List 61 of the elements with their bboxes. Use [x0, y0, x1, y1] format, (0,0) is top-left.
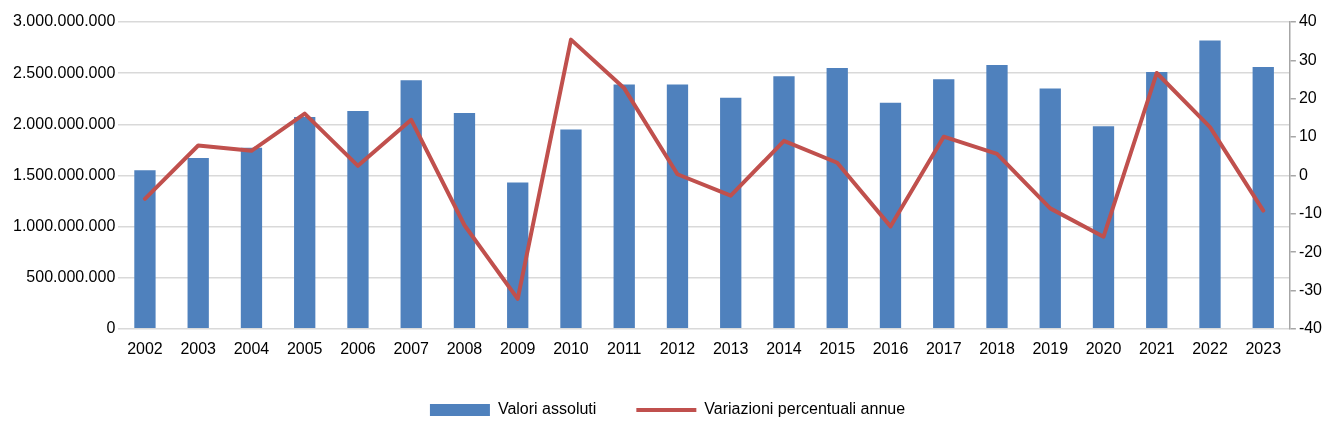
y-tick-label: 2.500.000.000: [12, 63, 116, 81]
bar: [187, 158, 209, 329]
bar: [879, 102, 902, 329]
x-tick-label: 2017: [925, 339, 962, 357]
y2-tick-label: 0: [1298, 165, 1308, 183]
bar: [720, 97, 742, 329]
legend-label: Variazioni percentuali annue: [704, 400, 906, 418]
x-tick-label: 2002: [127, 339, 163, 357]
x-tick-label: 2015: [819, 339, 856, 357]
bar: [933, 79, 955, 329]
bar: [613, 84, 635, 329]
x-tick-label: 2016: [872, 339, 909, 357]
x-tick-label: 2014: [766, 339, 802, 357]
bar: [1039, 88, 1061, 329]
y2-tick-label: 40: [1298, 12, 1317, 30]
y-tick-label: 500.000.000: [26, 268, 116, 286]
legend-label: Valori assoluti: [497, 400, 597, 418]
y2-tick-label: -30: [1298, 280, 1323, 298]
x-tick-label: 2011: [607, 339, 642, 357]
x-tick-label: 2010: [553, 339, 589, 357]
x-tick-label: 2009: [499, 339, 536, 357]
bar: [826, 68, 848, 329]
bar: [347, 110, 369, 329]
y-tick-label: 1.500.000.000: [12, 165, 116, 183]
y-tick-label: 3.000.000.000: [12, 12, 116, 30]
y2-tick-label: -10: [1298, 204, 1323, 222]
bar: [134, 170, 156, 329]
x-tick-label: 2003: [180, 339, 217, 357]
x-tick-label: 2007: [393, 339, 430, 357]
y2-tick-label: 20: [1298, 89, 1317, 107]
x-tick-label: 2020: [1085, 339, 1122, 357]
x-tick-label: 2012: [659, 339, 696, 357]
y-tick-label: 0: [106, 319, 116, 337]
y-tick-label: 1.000.000.000: [12, 216, 116, 234]
x-tick-label: 2019: [1032, 339, 1069, 357]
x-tick-label: 2006: [340, 339, 376, 357]
bar: [400, 80, 422, 329]
y2-tick-label: -20: [1298, 242, 1323, 260]
x-tick-label: 2005: [286, 339, 323, 357]
x-tick-label: 2013: [712, 339, 749, 357]
x-tick-label: 2008: [446, 339, 483, 357]
x-tick-label: 2018: [979, 339, 1015, 357]
bar: [1146, 72, 1168, 329]
y2-tick-label: 10: [1298, 127, 1317, 145]
bar: [986, 64, 1008, 329]
bar: [773, 76, 795, 329]
bar: [666, 84, 689, 329]
bar: [240, 147, 263, 329]
bar: [453, 113, 476, 329]
y-tick-label: 2.000.000.000: [12, 114, 116, 132]
x-tick-label: 2023: [1245, 339, 1282, 357]
bar: [1092, 126, 1115, 329]
bar: [294, 117, 316, 329]
bar: [1199, 40, 1221, 329]
x-tick-label: 2021: [1138, 339, 1175, 357]
x-tick-label: 2022: [1192, 339, 1228, 357]
bar: [1252, 67, 1274, 329]
bar: [560, 129, 582, 329]
y2-tick-label: -40: [1298, 319, 1323, 337]
y2-tick-label: 30: [1298, 50, 1317, 68]
x-tick-label: 2004: [233, 339, 270, 357]
